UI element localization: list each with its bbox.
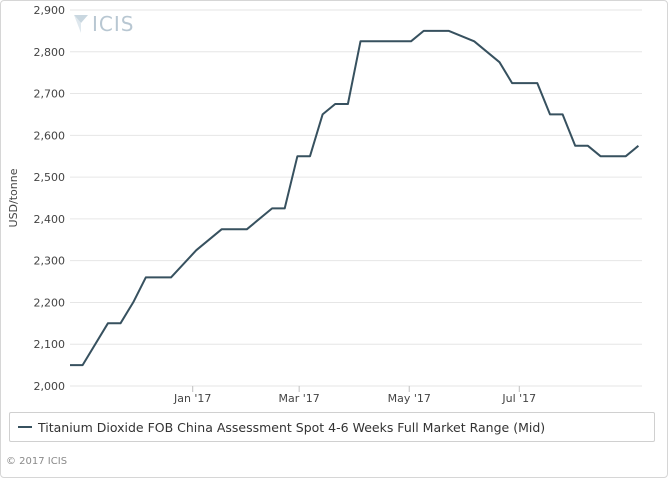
x-tick-label: May '17 [388, 392, 431, 405]
line-chart: 2,000 2,100 2,200 2,300 2,400 2,500 2,600 2,700… [7, 4, 642, 405]
legend[interactable]: Titanium Dioxide FOB China Assessment Sp… [9, 412, 655, 442]
series-layer [70, 29, 640, 367]
x-tick-label: Mar '17 [279, 392, 320, 405]
y-tick-label: 2,900 [34, 4, 66, 17]
series-line-0[interactable] [70, 29, 640, 367]
y-tick-label: 2,400 [34, 213, 66, 226]
y-tick-label: 2,300 [34, 255, 66, 268]
x-tick-label: Jul '17 [501, 392, 536, 405]
y-tick-label: 2,800 [34, 46, 66, 59]
grid-lines [70, 9, 642, 387]
y-axis-title: USD/tonne [7, 168, 20, 227]
y-tick-label: 2,600 [34, 129, 66, 142]
y-tick-label: 2,200 [34, 296, 66, 309]
icis-logo-text: ICIS [92, 12, 135, 36]
y-tick-label: 2,700 [34, 88, 66, 101]
copyright-notice: © 2017 ICIS [6, 456, 68, 467]
x-tick-label: Jan '17 [173, 392, 211, 405]
y-axis-ticks: 2,000 2,100 2,200 2,300 2,400 2,500 2,600 2,700… [34, 4, 66, 393]
legend-entry-label[interactable]: Titanium Dioxide FOB China Assessment Sp… [38, 419, 546, 435]
legend-line-swatch [18, 426, 32, 428]
y-tick-label: 2,100 [34, 338, 66, 351]
icis-logo: ICIS [72, 12, 134, 36]
x-axis-ticks: Jan '17 Mar '17 May '17 Jul '17 [173, 386, 536, 405]
y-tick-label: 2,500 [34, 171, 66, 184]
icis-logo-icon [74, 15, 88, 33]
y-tick-label: 2,000 [34, 380, 66, 393]
